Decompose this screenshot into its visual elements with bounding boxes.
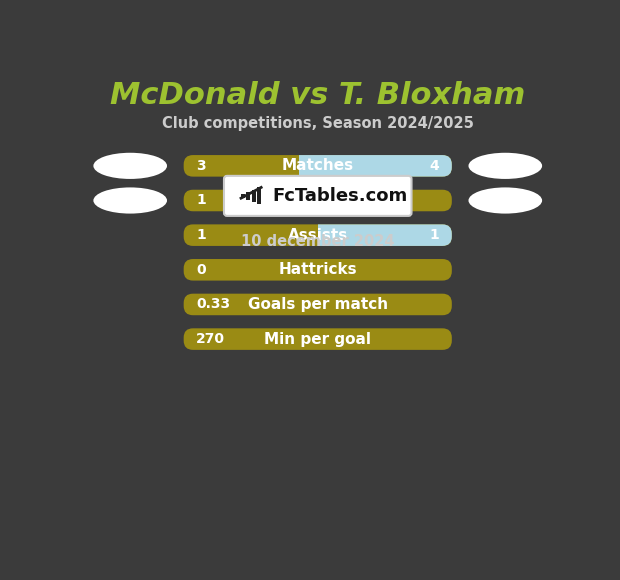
Ellipse shape: [469, 153, 542, 179]
Text: Assists: Assists: [288, 228, 348, 242]
Bar: [317, 224, 452, 246]
FancyBboxPatch shape: [184, 328, 452, 350]
Text: 270: 270: [196, 332, 225, 346]
Text: 4: 4: [430, 159, 440, 173]
FancyBboxPatch shape: [184, 155, 452, 177]
Text: 1: 1: [196, 228, 206, 242]
Bar: [241, 194, 245, 198]
Ellipse shape: [94, 153, 167, 179]
Bar: [252, 190, 255, 202]
Text: Club competitions, Season 2024/2025: Club competitions, Season 2024/2025: [162, 116, 474, 131]
Text: 0: 0: [196, 263, 206, 277]
Bar: [299, 155, 452, 177]
Ellipse shape: [94, 187, 167, 213]
Text: Goals per match: Goals per match: [247, 297, 388, 312]
FancyBboxPatch shape: [184, 259, 452, 281]
FancyBboxPatch shape: [184, 190, 452, 211]
Text: Matches: Matches: [281, 158, 354, 173]
Text: Hattricks: Hattricks: [278, 262, 357, 277]
FancyBboxPatch shape: [184, 293, 452, 316]
Bar: [257, 187, 261, 204]
Text: 10 december 2024: 10 december 2024: [241, 234, 394, 249]
Bar: [247, 192, 250, 200]
Text: Goals: Goals: [294, 193, 342, 208]
Text: Min per goal: Min per goal: [264, 332, 371, 347]
Text: 1: 1: [196, 194, 206, 208]
Text: FcTables.com: FcTables.com: [273, 187, 408, 205]
FancyBboxPatch shape: [224, 176, 412, 216]
FancyBboxPatch shape: [184, 224, 452, 246]
Ellipse shape: [469, 187, 542, 213]
Text: 1: 1: [430, 228, 440, 242]
Text: McDonald vs T. Bloxham: McDonald vs T. Bloxham: [110, 81, 525, 110]
Text: 3: 3: [196, 159, 206, 173]
Text: 0.33: 0.33: [196, 298, 230, 311]
